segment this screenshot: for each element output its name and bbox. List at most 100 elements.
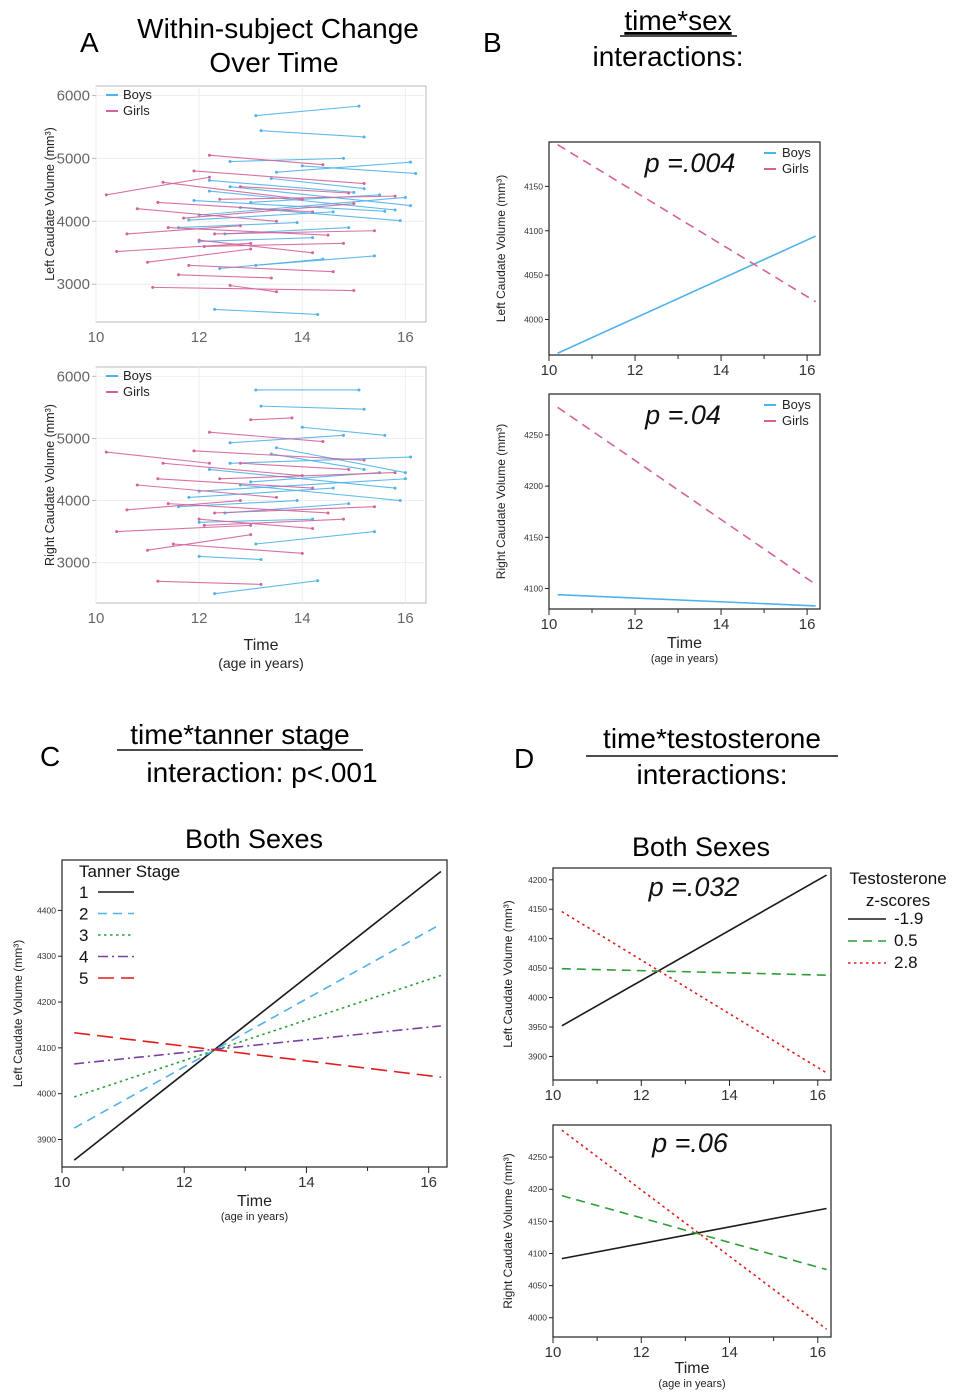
x-tick-label: 14 (298, 1174, 315, 1191)
chart-b-top: 10 12 14 16 4000 4050 4100 4150 Left Caudate Vol… (494, 141, 821, 379)
series-point-boys (347, 502, 351, 506)
legend-label: Girls (123, 103, 150, 118)
y-tick-label: 4100 (528, 934, 547, 944)
series-line-0.5 (561, 1194, 827, 1271)
series-point-girls (274, 290, 278, 294)
legend-label: Boys (123, 368, 152, 383)
series-point-boys (362, 187, 366, 191)
series-segment-girls (240, 462, 349, 471)
y-tick-label: 4050 (528, 963, 547, 973)
series-point-girls (393, 471, 397, 475)
series-point-boys (228, 441, 232, 445)
series-point-girls (166, 226, 170, 230)
series-point-girls (192, 449, 196, 453)
series-point-boys (316, 579, 320, 583)
series-point-boys (228, 461, 232, 465)
series-point-boys (249, 480, 253, 484)
series-segment-girls (126, 225, 241, 235)
series-line-girls (557, 406, 817, 586)
series-point-boys (269, 177, 273, 181)
y-axis-label: Left Caudate Volume (mm³) (501, 900, 515, 1047)
series-segment-boys (255, 105, 360, 117)
series-point-boys (207, 178, 211, 182)
y-tick-label: 4000 (37, 1089, 56, 1099)
series-segment-girls (188, 264, 334, 273)
series-point-girls (207, 175, 211, 179)
series-segment-girls (173, 543, 303, 554)
series-point-boys (393, 486, 397, 490)
y-tick-label: 4150 (524, 532, 543, 542)
series-segment-boys (193, 199, 385, 212)
series-point-girls (146, 260, 150, 264)
panel-c-header: C time*tanner stage interaction: p<.001 … (40, 719, 378, 854)
series-line-girls (557, 143, 817, 303)
y-tick-label: 4000 (57, 213, 90, 230)
y-axis-label: Right Caudate Volume (mm³) (501, 1153, 515, 1308)
series-point-girls (187, 263, 191, 267)
legend-label: Boys (782, 145, 811, 160)
series-segment-girls (193, 450, 365, 461)
series-point-boys (218, 267, 222, 271)
series-point-boys (409, 455, 413, 459)
series-point-girls (156, 477, 160, 481)
series-segment-boys (209, 179, 354, 193)
y-axis-label: Right Caudate Volume (mm³) (494, 424, 508, 579)
series-point-girls (290, 416, 294, 420)
series-segment-girls (147, 248, 251, 263)
x-axis-label: Time (244, 637, 279, 654)
series-point-girls (347, 191, 351, 195)
series-point-girls (352, 289, 356, 293)
series-point-girls (218, 477, 222, 481)
series-segment-girls (116, 242, 251, 253)
panel-d-letter: D (514, 743, 534, 774)
series-point-girls (321, 440, 325, 444)
y-tick-label: 4300 (37, 951, 56, 961)
series-point-boys (207, 189, 211, 193)
series-line-0.5 (561, 967, 827, 976)
panel-b-letter: B (483, 27, 502, 58)
legend-label: Boys (782, 397, 811, 412)
series-point-girls (104, 193, 108, 197)
series-segment-girls (219, 195, 396, 200)
y-tick-label: 4050 (524, 270, 543, 280)
series-point-girls (182, 216, 186, 220)
x-tick-label: 10 (54, 1174, 71, 1191)
y-tick-label: 4000 (528, 993, 547, 1003)
series-segment-girls (162, 462, 303, 477)
panel-a-title-line1: Within-subject Change (137, 13, 419, 44)
series-point-girls (192, 169, 196, 173)
y-axis-label: Left Caudate Volume (mm³) (11, 940, 25, 1087)
series-point-girls (197, 238, 201, 242)
series-point-girls (238, 499, 242, 503)
y-tick-label: 3950 (528, 1022, 547, 1032)
x-tick-label: 12 (627, 362, 644, 379)
y-tick-label: 4000 (524, 315, 543, 325)
series-line-3 (73, 974, 442, 1098)
series-point-boys (352, 190, 356, 194)
series-segment-girls (106, 176, 210, 196)
series-line-1 (73, 870, 442, 1161)
series-point-girls (228, 283, 232, 287)
y-tick-label: 4200 (524, 481, 543, 491)
y-tick-label: 6000 (57, 87, 90, 104)
legend-label: Boys (123, 87, 152, 102)
series-segment-boys (240, 206, 401, 222)
series-segment-girls (219, 472, 396, 480)
series-segment-girls (116, 524, 251, 533)
series-point-boys (228, 185, 232, 189)
series-point-girls (342, 517, 345, 521)
series-point-boys (254, 114, 258, 118)
series-point-boys (311, 236, 315, 240)
series-point-girls (125, 508, 129, 512)
series-segment-boys (214, 580, 318, 595)
legend-label: 4 (79, 948, 88, 967)
legend-label: Girls (782, 413, 809, 428)
series-point-boys (254, 388, 258, 392)
series-point-boys (357, 388, 361, 392)
series-point-boys (378, 193, 382, 197)
series-point-girls (115, 250, 119, 254)
